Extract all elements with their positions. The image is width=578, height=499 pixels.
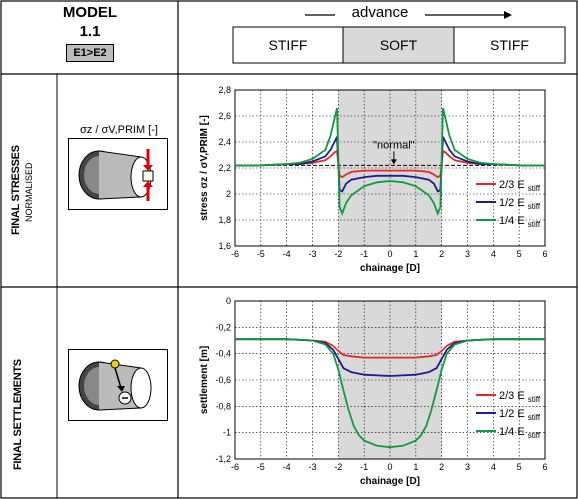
tunnel-settlement-icon: [68, 349, 168, 421]
stress-chart: -6 -5 -4 -3 -2 -1 0 1 2 3 4 5 6 1,6 1,8 2 2,2 2,4 2,6 2,8 "n…: [199, 85, 548, 274]
advance-label: advance: [335, 4, 425, 21]
x-tick-label: -4: [283, 462, 291, 472]
row-label-stresses: FINAL STRESSES: [10, 145, 22, 235]
x-axis-title: chainage [D]: [360, 263, 420, 274]
series-line-green: [235, 107, 545, 216]
x-tick-label: 0: [387, 462, 392, 472]
reference-label: "normal": [373, 139, 415, 151]
y-tick-label: -0,4: [215, 349, 231, 359]
reference-arrow-head: [390, 159, 397, 165]
tunnel-stress-icon: [68, 138, 168, 210]
segment-soft: SOFT: [379, 37, 418, 53]
y-axis-title: stress σz / σV,PRIM [-]: [199, 115, 210, 221]
legend-label: 1/4 E stiff: [499, 426, 541, 440]
x-tick-label: -1: [360, 249, 368, 259]
settlement-chart: -6 -5 -4 -3 -2 -1 0 1 2 3 4 5 6 -1,2 -1 -0,8 -0,6 -0,4 -0,…: [199, 296, 548, 487]
legend-label: 2/3 E stiff: [499, 390, 541, 404]
x-tick-label: -2: [334, 249, 342, 259]
x-tick-label: 4: [491, 462, 496, 472]
legend-label: 1/2 E stiff: [499, 197, 541, 211]
x-tick-label: 6: [542, 462, 547, 472]
segment-stiff-left: STIFF: [268, 37, 308, 53]
x-tick-label: -2: [334, 462, 342, 472]
x-tick-label: -4: [283, 249, 291, 259]
y-tick-label: -0,6: [215, 375, 231, 385]
x-tick-label: -3: [308, 249, 316, 259]
y-axis-title: settlement [m]: [199, 346, 210, 414]
x-tick-label: 4: [491, 249, 496, 259]
series-line-green: [235, 338, 545, 449]
segment-stiff-right: STIFF: [490, 37, 529, 53]
model-condition-badge: E1>E2: [66, 44, 114, 62]
x-tick-label: 2: [439, 462, 444, 472]
y-tick-label: 2,2: [218, 163, 231, 173]
y-tick-label: -0,2: [215, 322, 231, 332]
x-tick-label: 1: [413, 462, 418, 472]
y-tick-label: -1: [223, 428, 231, 438]
series-line-red: [235, 149, 545, 179]
x-tick-label: -6: [231, 462, 239, 472]
y-tick-label: 1,6: [218, 241, 231, 251]
row-sublabel-stresses: NORMALISED: [24, 162, 34, 222]
x-axis-title: chainage [D]: [360, 476, 420, 487]
row-label-settlements: FINAL SETTLEMENTS: [12, 359, 24, 470]
legend-label: 1/2 E stiff: [499, 408, 541, 422]
legend-label: 1/4 E stiff: [499, 215, 541, 229]
x-tick-label: 1: [413, 249, 418, 259]
x-tick-label: 2: [439, 249, 444, 259]
plot-border: [234, 89, 546, 247]
y-tick-label: 2,6: [218, 111, 231, 121]
y-tick-label: 2,4: [218, 137, 231, 147]
x-tick-label: 3: [465, 462, 470, 472]
y-tick-label: -0,8: [215, 401, 231, 411]
y-tick-label: 2: [226, 189, 231, 199]
x-tick-label: -1: [360, 462, 368, 472]
x-tick-label: 5: [517, 249, 522, 259]
stress-icon-label: σz / σV,PRIM [-]: [80, 124, 158, 136]
x-tick-label: 6: [542, 249, 547, 259]
x-tick-label: -5: [257, 462, 265, 472]
y-tick-label: -1,2: [215, 454, 231, 464]
x-tick-label: 0: [387, 249, 392, 259]
x-tick-label: -3: [308, 462, 316, 472]
series-line-blue: [235, 136, 545, 193]
x-tick-label: 3: [465, 249, 470, 259]
y-tick-label: 0: [226, 296, 231, 306]
model-title: MODEL: [62, 4, 118, 21]
plot-border: [234, 300, 546, 460]
x-tick-label: -6: [231, 249, 239, 259]
model-number: 1.1: [79, 23, 101, 40]
x-tick-label: -5: [257, 249, 265, 259]
x-tick-label: 5: [517, 462, 522, 472]
y-tick-label: 1,8: [218, 215, 231, 225]
legend-label: 2/3 E stiff: [499, 179, 541, 193]
y-tick-label: 2,8: [218, 85, 231, 95]
